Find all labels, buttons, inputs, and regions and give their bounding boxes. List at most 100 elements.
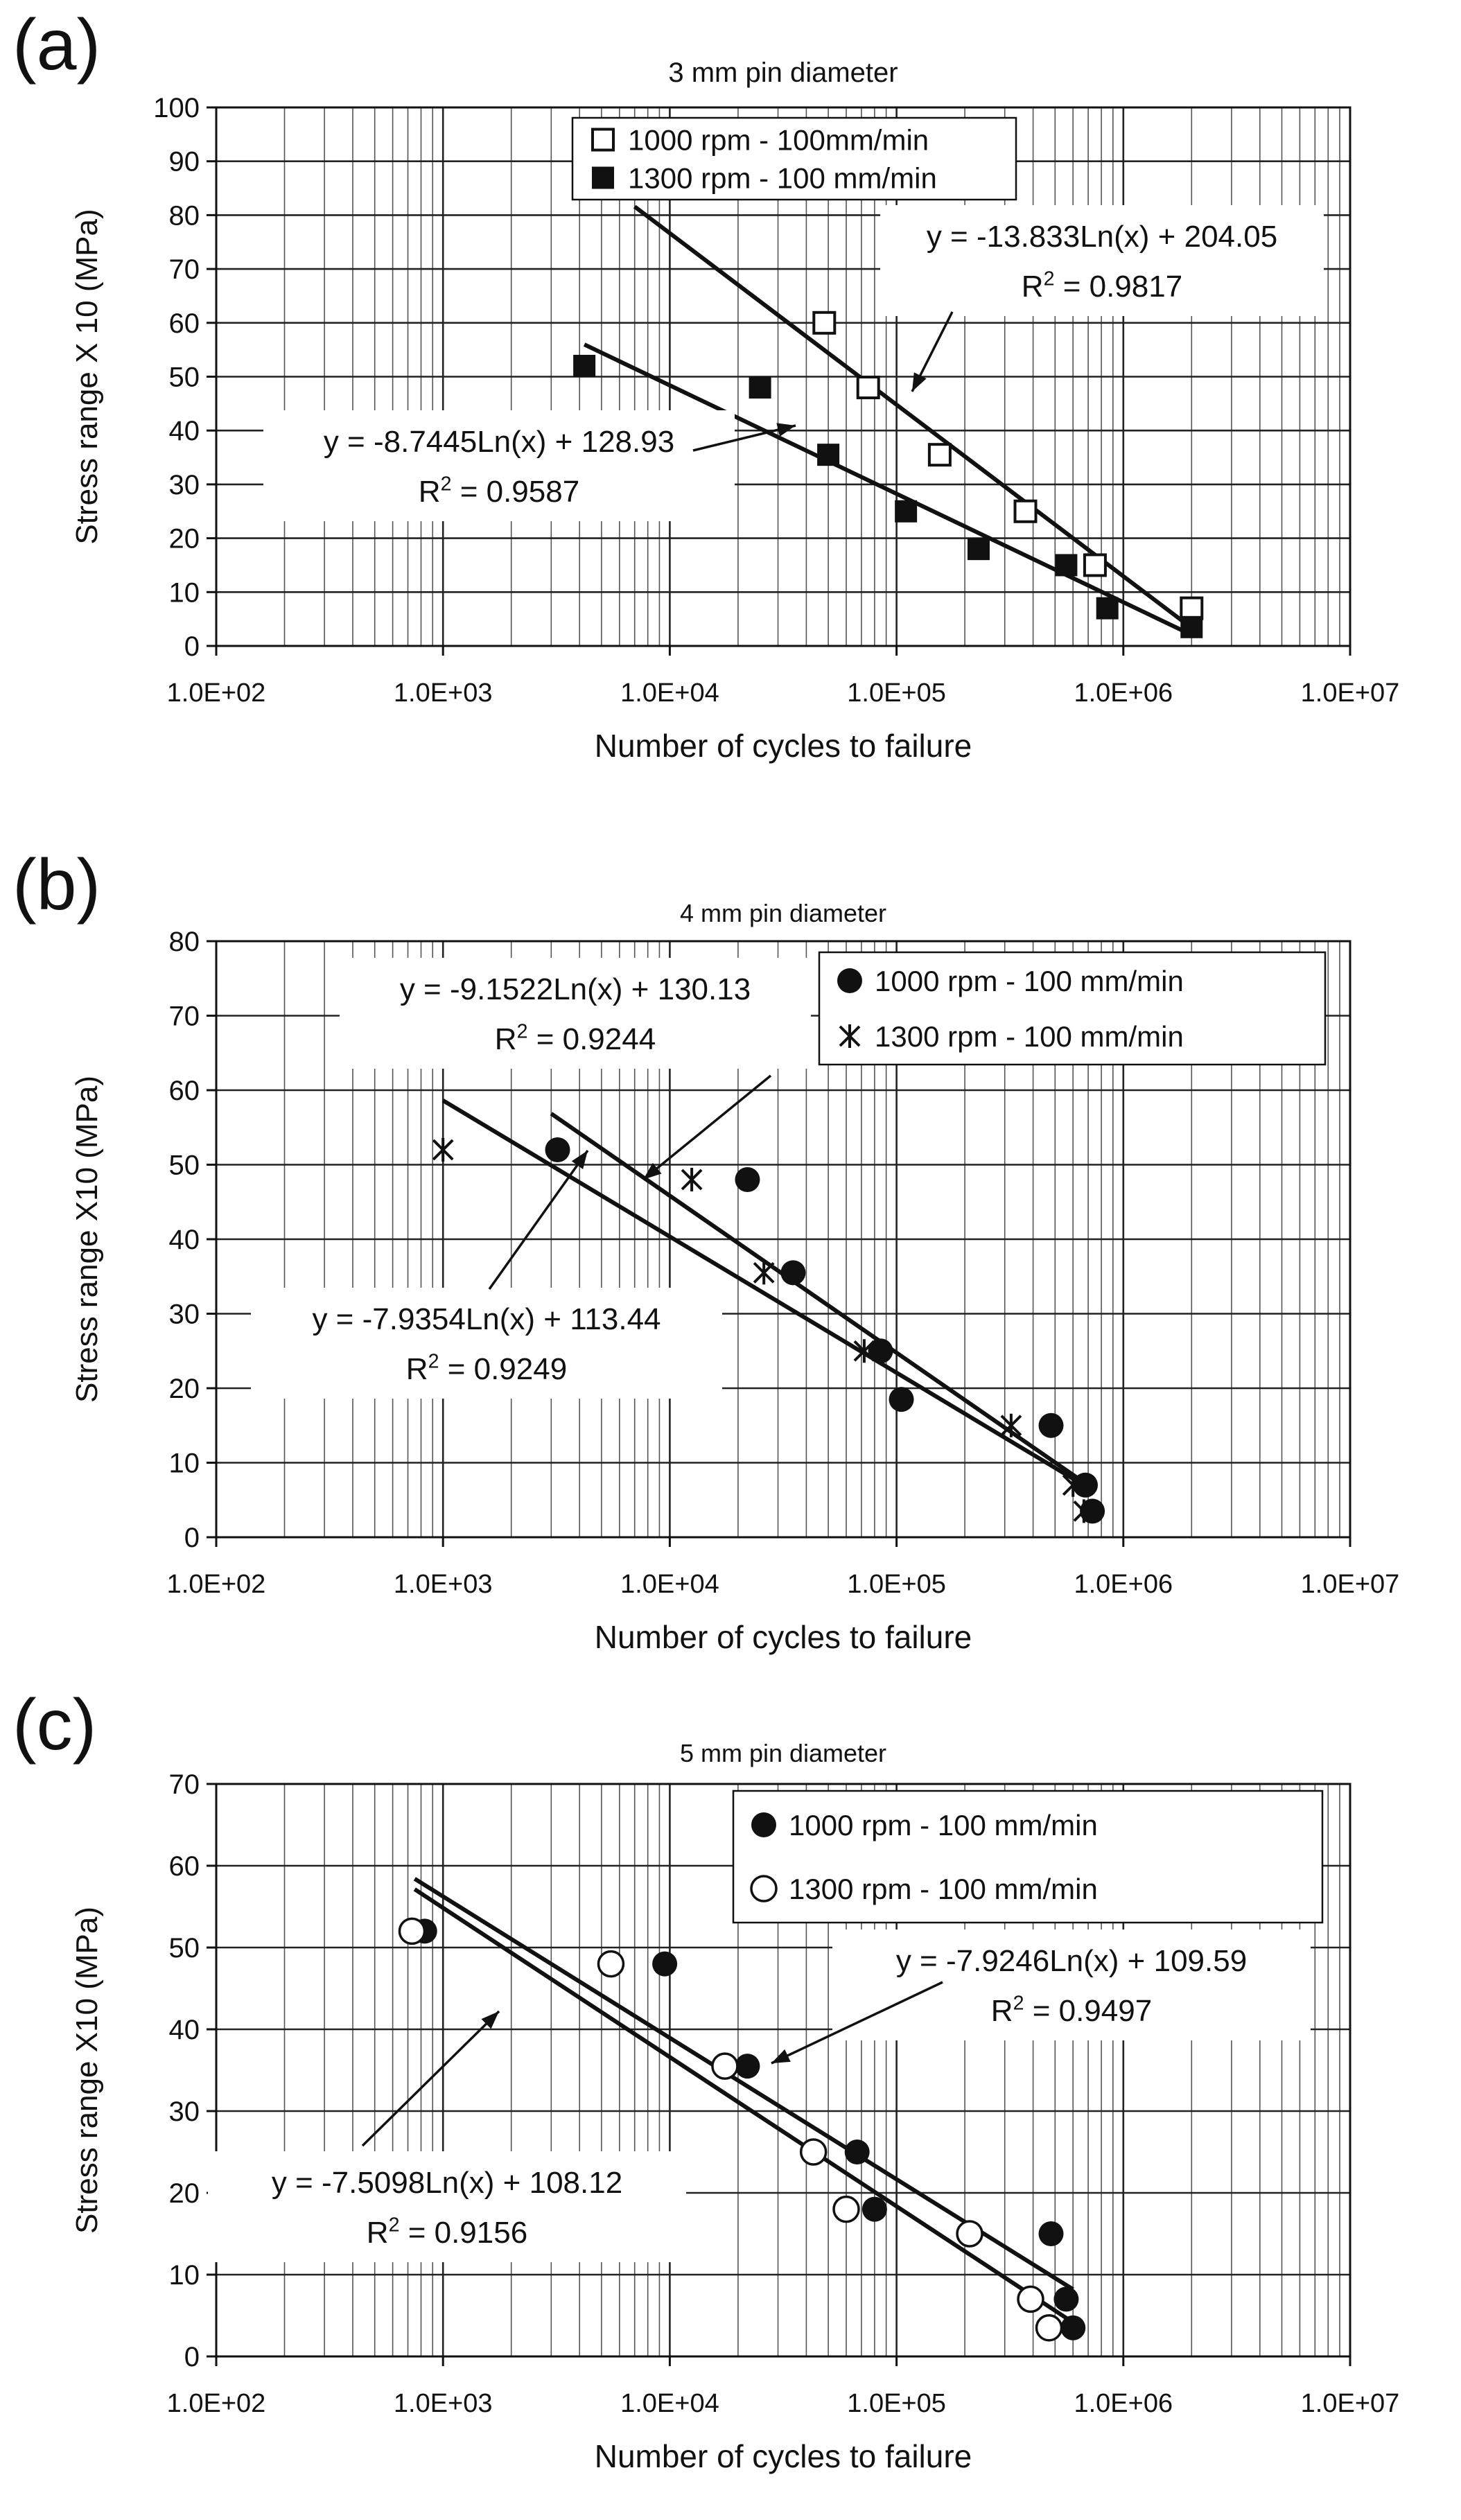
x-tick-label: 1.0E+02 xyxy=(167,679,266,708)
data-point xyxy=(592,166,614,189)
x-axis: 1.0E+02 1.0E+03 1.0E+04 1.0E+05 1.0E+06 1.0E+… xyxy=(167,646,1400,708)
legend-entry-label: 1300 rpm - 100 mm/min xyxy=(789,1873,1098,1905)
chart-title: 5 mm pin diameter xyxy=(680,1739,886,1767)
x-tick-label: 1.0E+04 xyxy=(620,1570,719,1599)
fit-arrowhead xyxy=(771,2049,791,2063)
chart-b: 4 mm pin diameter 0 10 20 30 40 50 60 70 80 1.0E+0… xyxy=(70,899,1399,1655)
legend-entry-label: 1000 rpm - 100mm/min xyxy=(628,124,929,157)
fit-arrowhead xyxy=(643,1162,662,1180)
fit-arrow xyxy=(642,1074,772,1181)
trend-line xyxy=(441,1099,1087,1488)
data-point xyxy=(1180,596,1204,620)
panel-c: (c) 5 mm pin diameter 0 10 20 30 40 50 60 70 1.0E… xyxy=(0,1680,1461,2520)
legend-entry-label: 1300 rpm - 100 mm/min xyxy=(628,162,937,195)
y-tick-label: 50 xyxy=(169,1150,200,1181)
data-point xyxy=(1038,1412,1064,1438)
fit-r2-label: R2 = 0.9249 xyxy=(406,1350,567,1386)
fit-label-box xyxy=(832,1930,1311,2040)
y-axis: 0 10 20 30 40 50 60 70 80 90 100 xyxy=(153,93,216,662)
data-point xyxy=(545,1137,570,1162)
y-tick-label: 20 xyxy=(169,1374,200,1404)
y-tick-label: 80 xyxy=(169,200,200,231)
y-tick-label: 80 xyxy=(169,927,200,957)
data-point xyxy=(1017,2285,1044,2313)
data-point xyxy=(681,1168,703,1191)
fit-equation-label: y = -7.9246Ln(x) + 109.59 xyxy=(896,1944,1247,1978)
data-point xyxy=(1000,1413,1022,1437)
data-point xyxy=(751,1812,776,1837)
x-axis-title: Number of cycles to failure xyxy=(595,728,972,764)
data-point xyxy=(735,1167,760,1192)
data-point xyxy=(856,376,880,400)
x-tick-label: 1.0E+07 xyxy=(1301,679,1400,708)
data-point xyxy=(956,2220,983,2248)
legend-entry-label: 1000 rpm - 100 mm/min xyxy=(789,1809,1098,1841)
data-point xyxy=(837,968,862,993)
panel-b: (b) 4 mm pin diameter 0 10 20 30 40 50 60 70 80 1.… xyxy=(0,840,1461,1680)
data-point xyxy=(711,2052,739,2080)
legend: 1000 rpm - 100 mm/min 1300 rpm - 100 mm/m… xyxy=(818,951,1327,1066)
legend-entry-label: 1000 rpm - 100 mm/min xyxy=(875,965,1184,997)
data-point xyxy=(812,310,837,335)
fit-equation-label: y = -9.1522Ln(x) + 130.13 xyxy=(400,972,751,1006)
data-point xyxy=(1038,2221,1064,2246)
data-point xyxy=(1062,1473,1084,1497)
data-point xyxy=(1083,553,1107,577)
data-point xyxy=(895,500,918,523)
data-point xyxy=(853,1339,875,1363)
data-point xyxy=(1013,499,1038,523)
data-point xyxy=(749,376,771,399)
x-tick-label: 1.0E+02 xyxy=(167,2389,266,2418)
x-tick-label: 1.0E+05 xyxy=(847,679,946,708)
y-axis-title: Stress range X10 (MPa) xyxy=(70,1907,104,2234)
series-markers xyxy=(432,1138,1095,1523)
data-point xyxy=(1180,615,1203,638)
chart-title: 3 mm pin diameter xyxy=(668,58,898,88)
y-tick-label: 0 xyxy=(184,631,200,662)
legend: 1000 rpm - 100mm/min 1300 rpm - 100 mm/mi… xyxy=(571,116,1017,201)
fit-r2-label: R2 = 0.9587 xyxy=(419,473,579,509)
data-point xyxy=(1080,1498,1105,1524)
fit-label: y = -13.833Ln(x) + 204.05 R2 = 0.9817 xyxy=(880,205,1324,392)
x-tick-label: 1.0E+05 xyxy=(847,1570,946,1599)
fit-r2-label: R2 = 0.9244 xyxy=(495,1020,656,1056)
data-point xyxy=(573,354,596,377)
fit-equation-label: y = -7.5098Ln(x) + 108.12 xyxy=(272,2166,622,2200)
y-tick-label: 60 xyxy=(169,1076,200,1106)
data-point xyxy=(861,2196,887,2222)
trend-line xyxy=(583,342,1193,637)
panel-a: (a) 3 mm pin diameter 0 10 20 30 40 50 60 70 80 90… xyxy=(0,0,1461,840)
legend-entry-label: 1300 rpm - 100 mm/min xyxy=(875,1020,1184,1053)
x-tick-label: 1.0E+03 xyxy=(394,1570,493,1599)
fit-arrowhead xyxy=(571,1150,588,1169)
y-tick-label: 30 xyxy=(169,470,200,500)
data-point xyxy=(652,1951,678,1977)
fit-arrowhead xyxy=(481,2011,499,2029)
legend-box xyxy=(818,951,1327,1066)
data-point xyxy=(967,538,990,561)
y-tick-label: 0 xyxy=(184,2342,200,2372)
data-point xyxy=(780,1260,806,1286)
fit-label-box xyxy=(263,410,735,521)
fit-r2-label: R2 = 0.9156 xyxy=(367,2214,527,2250)
legend-box xyxy=(732,1790,1324,1924)
fit-arrow xyxy=(771,1981,943,2065)
y-tick-label: 90 xyxy=(169,147,200,177)
series-markers xyxy=(412,1918,1086,2340)
x-axis: 1.0E+02 1.0E+03 1.0E+04 1.0E+05 1.0E+06 1.0E+… xyxy=(167,1537,1399,1599)
chart-a: 3 mm pin diameter 0 10 20 30 40 50 60 70 80 90 100 1… xyxy=(70,58,1400,764)
x-tick-label: 1.0E+06 xyxy=(1074,1570,1173,1599)
x-tick-label: 1.0E+06 xyxy=(1074,679,1173,708)
panel-label: (a) xyxy=(12,5,101,85)
x-tick-label: 1.0E+02 xyxy=(167,1570,266,1599)
x-tick-label: 1.0E+06 xyxy=(1074,2389,1173,2418)
fit-equation-label: y = -8.7445Ln(x) + 128.93 xyxy=(324,425,674,459)
series-markers xyxy=(573,354,1203,638)
y-tick-label: 60 xyxy=(169,1851,200,1882)
fit-label: y = -7.5098Ln(x) + 108.12 R2 = 0.9156 xyxy=(208,2010,686,2262)
data-point xyxy=(1072,1472,1098,1498)
y-axis-title: Stress range X 10 (MPa) xyxy=(70,209,104,544)
y-axis: 0 10 20 30 40 50 60 70 xyxy=(169,1769,216,2372)
y-tick-label: 10 xyxy=(169,1449,200,1479)
panel-label: (c) xyxy=(12,1685,97,1765)
